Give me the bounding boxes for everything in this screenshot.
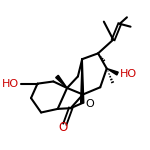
Polygon shape: [56, 75, 67, 88]
Text: O: O: [58, 121, 67, 134]
Text: HO: HO: [120, 69, 137, 79]
Polygon shape: [107, 69, 118, 75]
Text: O: O: [86, 99, 94, 109]
Polygon shape: [81, 59, 84, 103]
Text: HO: HO: [2, 79, 20, 89]
